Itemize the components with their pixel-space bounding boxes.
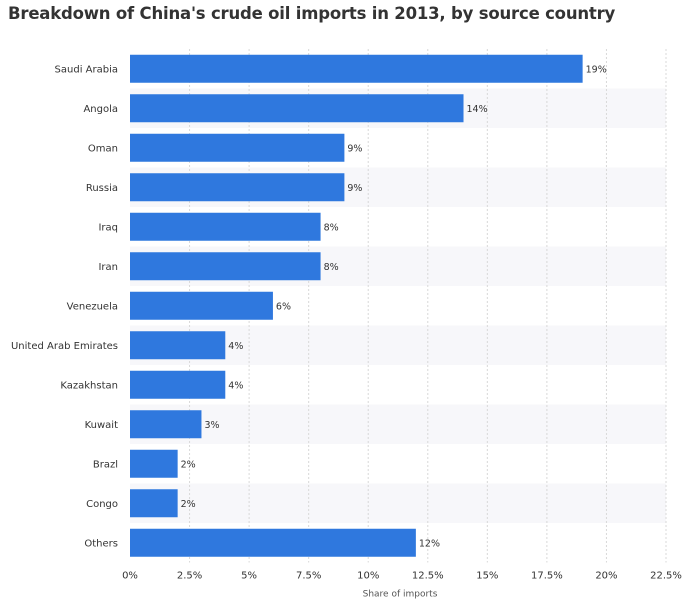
bar[interactable] [130, 212, 321, 241]
x-tick-label: 10% [357, 571, 379, 582]
bar[interactable] [130, 331, 226, 360]
data-label: 4% [228, 380, 243, 391]
x-tick-label: 17.5% [531, 571, 563, 582]
data-label: 4% [228, 341, 243, 352]
data-label: 14% [467, 104, 488, 115]
chart-title: Breakdown of China's crude oil imports i… [8, 4, 616, 23]
bar[interactable] [130, 252, 321, 281]
data-label: 8% [324, 222, 339, 233]
data-label: 6% [276, 301, 291, 312]
category-label: United Arab Emirates [11, 341, 118, 352]
data-label: 9% [347, 183, 362, 194]
bar[interactable] [130, 94, 464, 123]
category-label: Oman [88, 143, 118, 154]
x-tick-label: 12.5% [412, 571, 444, 582]
category-label: Iraq [98, 222, 118, 233]
category-label: Kazakhstan [60, 380, 118, 391]
x-tick-label: 22.5% [650, 571, 682, 582]
bar[interactable] [130, 410, 202, 439]
category-label: Venezuela [67, 301, 118, 312]
data-label: 3% [204, 420, 219, 431]
bar[interactable] [130, 133, 345, 162]
bar[interactable] [130, 528, 416, 557]
category-label: Brazl [93, 459, 118, 470]
bar[interactable] [130, 54, 583, 83]
bars [130, 54, 583, 557]
category-label: Others [84, 538, 118, 549]
category-label: Russia [86, 183, 118, 194]
category-label: Saudi Arabia [55, 64, 118, 75]
bar[interactable] [130, 449, 178, 478]
x-tick-label: 2.5% [177, 571, 202, 582]
category-label: Congo [86, 499, 118, 510]
bar[interactable] [130, 370, 226, 399]
data-labels: 19% 14% 9% 9% 8% 8% 6% 4% 4% 3% 2% 2% 12% [181, 64, 607, 549]
data-label: 2% [181, 459, 196, 470]
data-label: 12% [419, 538, 440, 549]
row-band [130, 483, 666, 523]
x-tick-label: 20% [595, 571, 617, 582]
bar[interactable] [130, 291, 273, 320]
data-label: 9% [347, 143, 362, 154]
category-labels: Saudi Arabia Angola Oman Russia Iraq Iran Vene… [11, 64, 118, 549]
bar[interactable] [130, 173, 345, 202]
row-band [130, 404, 666, 444]
x-tick-label: 5% [241, 571, 257, 582]
category-label: Iran [98, 262, 118, 273]
data-label: 2% [181, 499, 196, 510]
bar[interactable] [130, 489, 178, 518]
category-label: Kuwait [85, 420, 118, 431]
x-tick-label: 7.5% [296, 571, 321, 582]
category-label: Angola [83, 104, 118, 115]
x-axis-ticks: 0% 2.5% 5% 7.5% 10% 12.5% 15% 17.5% 20% 22.5% [122, 571, 682, 582]
x-axis-title: Share of imports [363, 590, 438, 600]
data-label: 8% [324, 262, 339, 273]
x-tick-label: 15% [476, 571, 498, 582]
x-tick-label: 0% [122, 571, 138, 582]
data-label: 19% [586, 64, 607, 75]
